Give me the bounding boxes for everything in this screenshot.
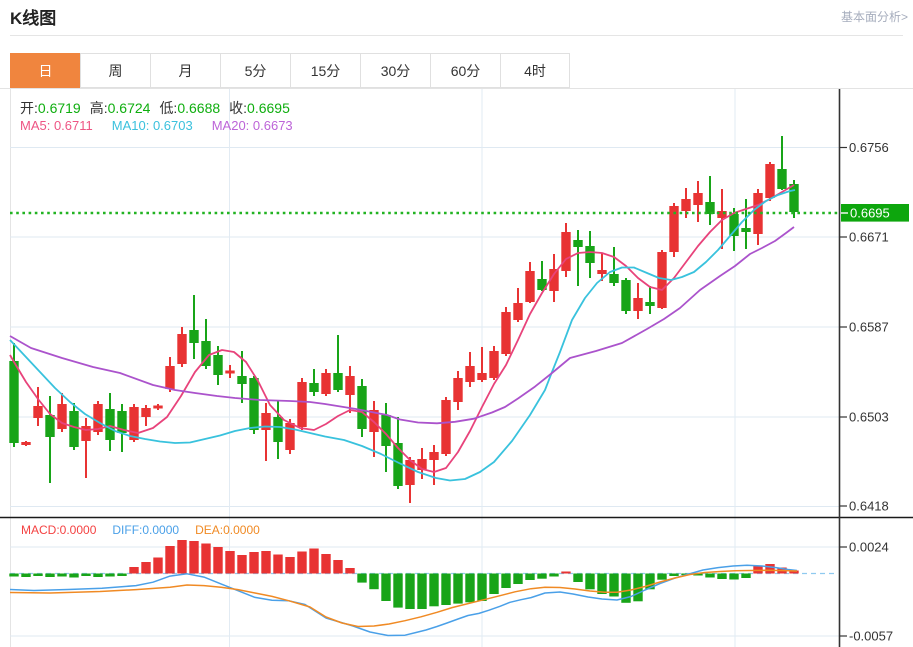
svg-text:0.6587: 0.6587 (849, 320, 889, 335)
svg-text:0.6695: 0.6695 (850, 206, 890, 221)
svg-text:0.6503: 0.6503 (849, 410, 889, 425)
svg-text:0.6671: 0.6671 (849, 230, 889, 245)
svg-text:0.6756: 0.6756 (849, 140, 889, 155)
svg-text:0.0024: 0.0024 (849, 540, 889, 555)
svg-text:-0.0057: -0.0057 (849, 629, 893, 644)
svg-text:0.6418: 0.6418 (849, 499, 889, 514)
